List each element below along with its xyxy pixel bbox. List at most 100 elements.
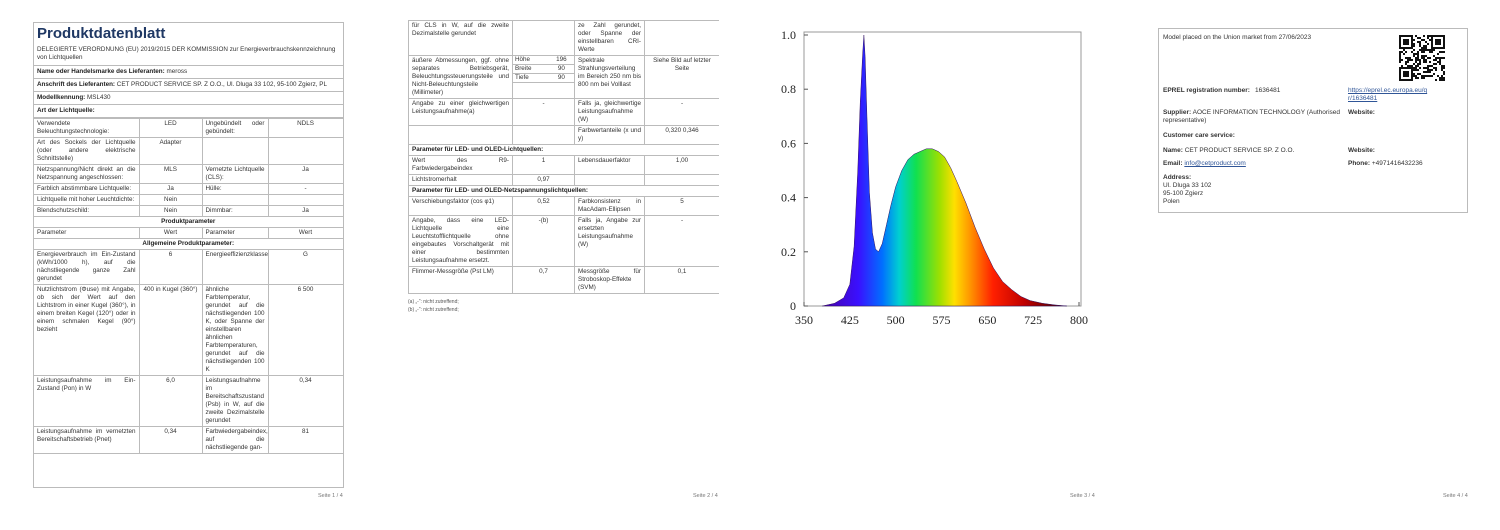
qr-module (1401, 35, 1403, 37)
section-heading: Produktparameter (34, 216, 343, 228)
qr-module (1413, 39, 1415, 41)
qr-module (1405, 51, 1407, 53)
sub-cell: 196 (548, 56, 574, 65)
y-tick-label: 0 (790, 299, 796, 313)
value: meross (166, 68, 188, 75)
table-row: Lichtquelle mit hoher Leuchtdichte: Nein (34, 194, 343, 206)
qr-module (1439, 39, 1441, 41)
qr-module (1415, 59, 1417, 61)
qr-module (1423, 57, 1425, 59)
table-row: Parameter für LED- und OLED-Netzspannung… (408, 185, 719, 197)
qr-module (1415, 61, 1417, 63)
qr-module (1443, 45, 1445, 47)
qr-module (1431, 43, 1433, 45)
qr-module (1423, 39, 1425, 41)
page-footer: Seite 2 / 4 (693, 493, 718, 499)
qr-module (1437, 47, 1439, 49)
qr-module (1439, 35, 1441, 37)
sub-cell: 90 (548, 73, 574, 83)
qr-module (1399, 37, 1401, 39)
qr-module (1407, 79, 1409, 81)
qr-module (1399, 43, 1401, 45)
qr-module (1417, 69, 1419, 71)
sub-cell: Tiefe (513, 73, 549, 83)
cell: Art des Sockels der Lichtquelle (oder an… (34, 137, 140, 165)
qr-module (1433, 73, 1435, 75)
qr-module (1419, 63, 1421, 65)
qr-module (1417, 55, 1419, 57)
cell: Lichtquelle mit hoher Leuchtdichte: (34, 194, 140, 206)
qr-module (1439, 47, 1441, 49)
qr-module (1435, 41, 1437, 43)
qr-module (1405, 61, 1407, 63)
cell: Nutzlichtstrom (Φuse) mit Angabe, ob sic… (34, 284, 140, 376)
eprel-link[interactable]: https://eprel.ec.europa.eu/qr/1636481 (1348, 87, 1428, 102)
qr-module (1429, 71, 1431, 73)
cell: äußere Abmessungen, ggf. ohne separates … (408, 55, 513, 99)
empty-cell (408, 125, 513, 145)
qr-module (1405, 43, 1407, 45)
qr-module (1423, 51, 1425, 53)
cell: Ja (139, 183, 203, 195)
qr-module (1423, 75, 1425, 77)
qr-module (1443, 77, 1445, 79)
qr-module (1419, 43, 1421, 45)
qr-module (1429, 65, 1431, 67)
qr-module (1399, 73, 1401, 75)
x-tick-label: 350 (795, 313, 813, 327)
qr-module (1423, 47, 1425, 49)
x-tick-label: 650 (978, 313, 996, 327)
qr-module (1437, 61, 1439, 63)
table-row: Art des Sockels der Lichtquelle (oder an… (34, 137, 343, 165)
value: CET PRODUCT SERVICE SP. Z O.O., Ul. Dlug… (116, 81, 327, 88)
qr-module (1435, 35, 1437, 37)
cell: Verwendete Beleuchtungstechnologie: (34, 118, 140, 138)
qr-module (1443, 71, 1445, 73)
qr-module (1405, 63, 1407, 65)
label: EPREL registration number: (1163, 87, 1250, 94)
cell: Blendschutzschild: (34, 205, 140, 217)
qr-module (1413, 75, 1415, 77)
qr-module (1399, 77, 1401, 79)
email-link[interactable]: info@cetproduct.com (1184, 160, 1246, 167)
empty-cell (202, 137, 269, 165)
qr-module (1423, 71, 1425, 73)
qr-module (1403, 79, 1405, 81)
qr-module (1425, 71, 1427, 73)
label: Customer care service: (1163, 132, 1235, 139)
qr-module (1407, 59, 1409, 61)
qr-module (1421, 49, 1423, 51)
sub-cell: Höhe (513, 56, 549, 65)
qr-module (1437, 43, 1439, 45)
qr-module (1425, 55, 1427, 57)
cell: Farbwertanteile (x und y) (574, 125, 645, 145)
qr-module (1419, 73, 1421, 75)
qr-module (1405, 71, 1407, 73)
cell: 6 500 (268, 284, 343, 376)
cell: 0,52 (512, 196, 575, 216)
qr-module (1407, 67, 1409, 69)
qr-module (1439, 59, 1441, 61)
qr-module (1431, 47, 1433, 49)
value: 1636481 (1255, 87, 1281, 94)
page-1: Produktdatenblatt DELEGIERTE VERORDNUNG … (33, 22, 344, 488)
qr-module (1405, 41, 1407, 43)
table-row: Angabe zu einer gleichwertigen Leistungs… (408, 98, 719, 126)
qr-module (1433, 59, 1435, 61)
cell: Wert (268, 227, 343, 239)
label: Website: (1348, 147, 1375, 154)
cell: 0,7 (512, 266, 575, 294)
qr-module (1401, 79, 1403, 81)
qr-module (1429, 69, 1431, 71)
qr-module (1403, 49, 1405, 51)
qr-module (1427, 75, 1429, 77)
qr-module (1431, 41, 1433, 43)
qr-module (1413, 63, 1415, 65)
cell: 0,97 (512, 174, 575, 186)
qr-module (1427, 71, 1429, 73)
qr-module (1405, 39, 1407, 41)
cell: 6 (139, 249, 203, 285)
qr-module (1411, 35, 1413, 37)
qr-module (1403, 47, 1405, 49)
